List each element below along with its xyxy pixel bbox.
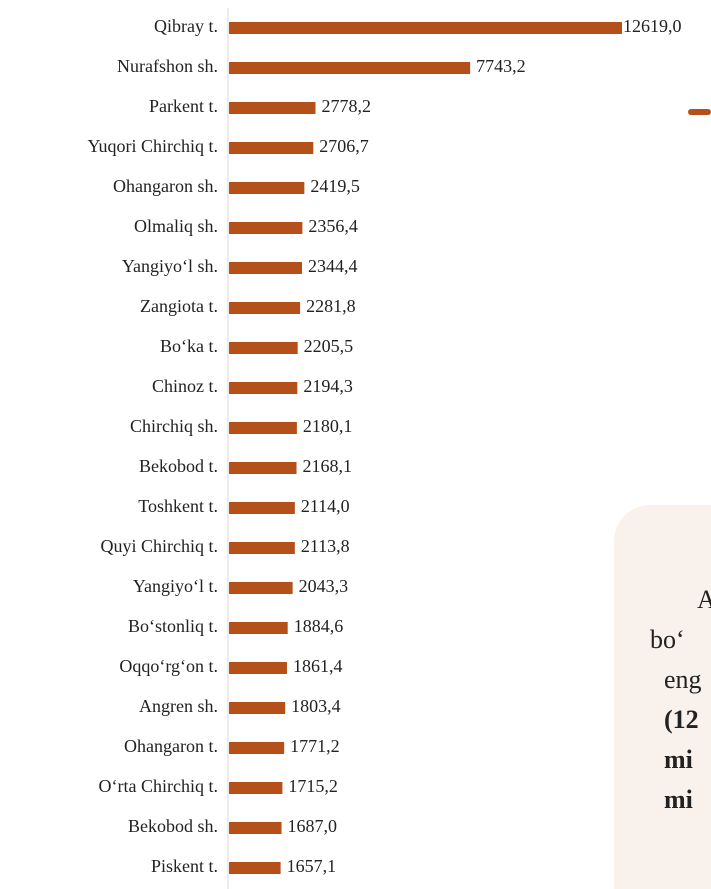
category-label: Piskent t. [151, 856, 218, 876]
value-label: 1803,4 [291, 696, 341, 716]
bar [229, 662, 287, 674]
category-label: Nurafshon sh. [117, 56, 218, 76]
value-label: 1687,0 [288, 816, 338, 836]
value-label: 7743,2 [476, 56, 526, 76]
category-label: Bo‘stonliq t. [128, 616, 218, 636]
category-label: Toshkent t. [138, 496, 218, 516]
value-label: 2778,2 [322, 96, 372, 116]
category-label: Bekobod t. [139, 456, 218, 476]
category-label: Olmaliq sh. [134, 216, 218, 236]
category-label: Ohangaron sh. [113, 176, 218, 196]
bar [229, 302, 301, 314]
bar [229, 342, 298, 354]
category-label: Zangiota t. [140, 296, 218, 316]
category-label: Chinoz t. [152, 376, 218, 396]
bar [229, 462, 297, 474]
value-label: 2344,4 [308, 256, 358, 276]
bar [229, 782, 283, 794]
bar [229, 742, 285, 754]
bar [229, 382, 298, 394]
value-label: 1715,2 [288, 776, 338, 796]
value-label: 1657,1 [287, 856, 337, 876]
value-label: 2114,0 [301, 496, 350, 516]
note-text: mi [664, 745, 693, 774]
category-label: Angren sh. [139, 696, 218, 716]
value-label: 2180,1 [303, 416, 353, 436]
bar [229, 22, 622, 34]
note-text: eng [664, 665, 702, 694]
value-label: 2356,4 [308, 216, 358, 236]
bar [229, 422, 297, 434]
value-label: 2706,7 [319, 136, 369, 156]
value-label: 2194,3 [303, 376, 353, 396]
decoration [688, 109, 711, 115]
bar [229, 502, 295, 514]
bar [229, 222, 303, 234]
bar [229, 542, 295, 554]
value-label: 2113,8 [301, 536, 350, 556]
value-label: 2168,1 [303, 456, 353, 476]
category-label: Bo‘ka t. [160, 336, 218, 356]
value-label: 12619,0 [623, 16, 682, 36]
category-label: Oqqo‘rg‘on t. [119, 656, 218, 676]
value-label: 2419,5 [310, 176, 360, 196]
category-label: Yangiyo‘l sh. [122, 256, 218, 276]
bar [229, 822, 282, 834]
bar [229, 622, 288, 634]
note-text: bo‘ [650, 625, 685, 654]
category-label: Parkent t. [149, 96, 218, 116]
bar [229, 102, 316, 114]
value-label: 2281,8 [306, 296, 356, 316]
note-text: mi [664, 785, 693, 814]
value-label: 2043,3 [299, 576, 349, 596]
category-label: Yuqori Chirchiq t. [88, 136, 219, 156]
value-label: 2205,5 [304, 336, 354, 356]
bar [229, 182, 305, 194]
bar [229, 62, 471, 74]
category-label: Bekobod sh. [128, 816, 218, 836]
category-label: O‘rta Chirchiq t. [99, 776, 218, 796]
category-label: Ohangaron t. [124, 736, 218, 756]
value-label: 1861,4 [293, 656, 343, 676]
category-label: Chirchiq sh. [130, 416, 218, 436]
bar [229, 582, 293, 594]
note-text: (12 [664, 705, 699, 734]
note-box [614, 505, 711, 889]
bar [229, 142, 314, 154]
category-label: Qibray t. [154, 16, 218, 36]
category-label: Yangiyo‘l t. [133, 576, 218, 596]
bar [229, 262, 303, 274]
value-label: 1771,2 [290, 736, 340, 756]
bar [229, 862, 281, 874]
category-label: Quyi Chirchiq t. [101, 536, 219, 556]
value-label: 1884,6 [294, 616, 344, 636]
note-text: A [697, 585, 711, 614]
bar [229, 702, 286, 714]
